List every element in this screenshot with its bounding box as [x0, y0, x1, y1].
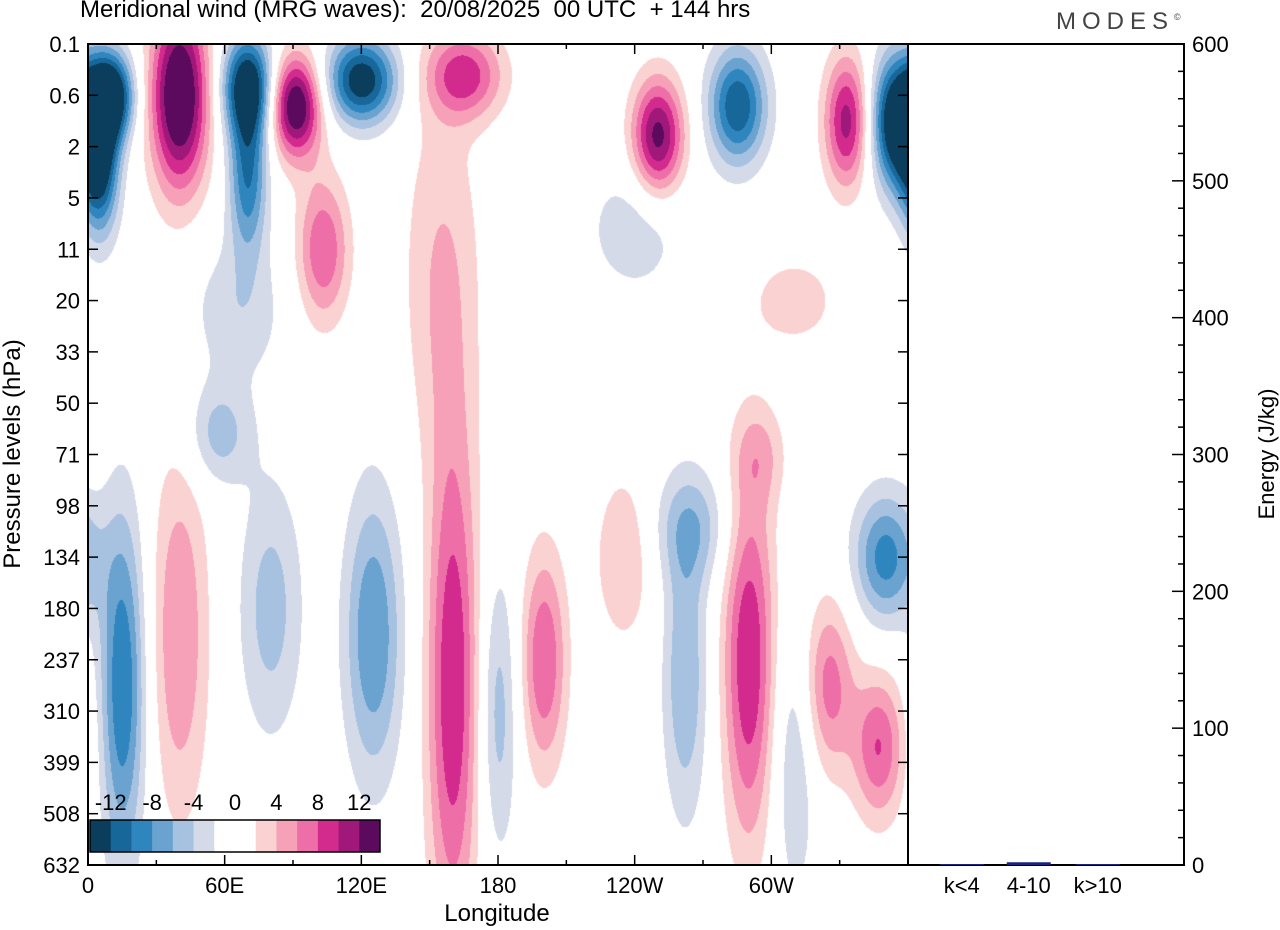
colorbar-swatch — [214, 820, 236, 852]
colorbar: -12 -8 -4 0 4 8 12 — [89, 790, 381, 853]
x-tick-label: 120E — [336, 873, 387, 898]
y-tick-label: 0.1 — [49, 32, 80, 57]
x-tick-label: 180 — [480, 873, 517, 898]
colorbar-swatch — [276, 820, 298, 852]
colorbar-label: -4 — [184, 790, 204, 815]
y-tick-label: 71 — [56, 443, 80, 468]
colorbar-swatch — [110, 820, 132, 852]
energy-bar — [1006, 862, 1051, 865]
modes-logo: MODES© — [1056, 8, 1181, 36]
x-tick-label: 0 — [82, 873, 94, 898]
energy-axis-label: Energy (J/kg) — [1254, 389, 1279, 520]
colorbar-swatch — [317, 820, 340, 852]
chart-title: Meridional wind (MRG waves): 20/08/2025 … — [80, 0, 751, 23]
energy-category-label: 4-10 — [1007, 873, 1051, 898]
energy-category-label: k<4 — [944, 873, 980, 898]
y-axis-label: Pressure levels (hPa) — [0, 339, 26, 568]
y-tick-label: 632 — [43, 853, 80, 878]
energy-tick-label: 0 — [1192, 853, 1204, 878]
y-tick-label: 50 — [56, 391, 80, 416]
energy-bar — [1075, 864, 1120, 865]
colorbar-swatch — [359, 820, 381, 852]
colorbar-label: 12 — [347, 790, 371, 815]
logo-mark: © — [1174, 12, 1181, 22]
colorbar-swatch — [193, 820, 215, 852]
pressure-axis: 0.1 0.6 2 5 11 20 33 50 71 98 134 180 237 310 399 508 63… — [43, 32, 908, 878]
y-tick-label: 5 — [68, 186, 80, 211]
colorbar-label: 4 — [270, 790, 282, 815]
energy-tick-label: 500 — [1192, 169, 1229, 194]
energy-bar — [939, 864, 984, 865]
y-tick-label: 0.6 — [49, 83, 80, 108]
wind-field-contours — [88, 44, 908, 865]
colorbar-border — [89, 819, 381, 853]
x-tick-label: 60E — [205, 873, 244, 898]
x-tick-label: 120W — [606, 873, 664, 898]
y-tick-label: 20 — [56, 289, 80, 314]
y-tick-label: 33 — [56, 340, 80, 365]
y-tick-label: 98 — [56, 494, 80, 519]
energy-tick-label: 400 — [1192, 306, 1229, 331]
y-tick-label: 399 — [43, 750, 80, 775]
logo-text: MODES — [1056, 8, 1175, 35]
colorbar-swatch — [172, 820, 195, 852]
colorbar-label: -12 — [95, 790, 127, 815]
colorbar-label: -8 — [142, 790, 162, 815]
y-tick-label: 2 — [68, 135, 80, 160]
x-axis-label: Longitude — [444, 900, 549, 927]
colorbar-swatch — [297, 820, 319, 852]
energy-category-label: k>10 — [1074, 873, 1122, 898]
energy-tick-label: 300 — [1192, 443, 1229, 468]
y-tick-label: 11 — [57, 237, 80, 262]
longitude-axis: 0 60E 120E 180 120W 60W — [82, 44, 909, 898]
colorbar-swatch — [255, 820, 277, 852]
colorbar-label: 8 — [312, 790, 324, 815]
colorbar-swatch — [131, 820, 153, 852]
colorbar-swatch — [152, 820, 174, 852]
y-tick-label: 134 — [43, 545, 80, 570]
energy-bar-panel: 0 100 200 300 400 500 600 k<4 4-10 k>10 — [907, 32, 1229, 898]
y-tick-label: 508 — [43, 802, 80, 827]
y-tick-label: 180 — [43, 596, 80, 621]
energy-tick-label: 100 — [1192, 716, 1229, 741]
colorbar-swatch — [90, 820, 112, 852]
energy-tick-label: 200 — [1192, 579, 1229, 604]
colorbar-swatch — [338, 820, 360, 852]
colorbar-swatch — [235, 820, 257, 852]
energy-tick-label: 600 — [1192, 32, 1229, 57]
x-tick-label: 60W — [749, 873, 794, 898]
y-tick-label: 237 — [43, 648, 80, 673]
bar-panel-border — [907, 43, 1185, 866]
y-tick-label: 310 — [43, 699, 80, 724]
colorbar-label: 0 — [229, 790, 241, 815]
